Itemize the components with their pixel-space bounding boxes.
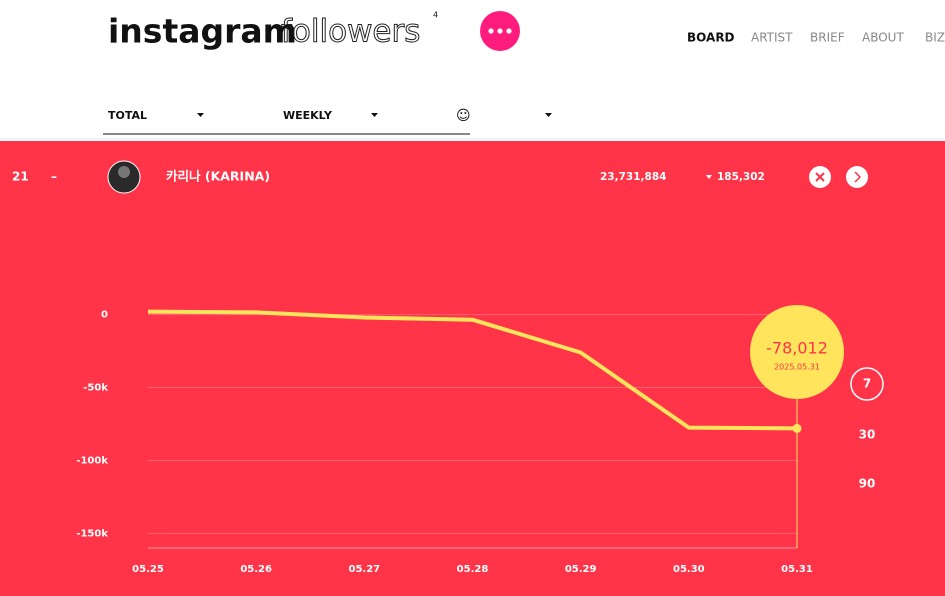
x-tick-label: 05.25 [132,564,164,575]
dropdown-arrow [197,113,204,117]
x-tick-label: 05.28 [457,564,489,575]
x-tick-label: 05.26 [240,564,272,575]
avatar-face [118,166,130,178]
next-icon [854,171,862,183]
x-tick-label: 05.31 [781,564,813,575]
delta: 185,302 [717,171,765,183]
range[interactable]: 7 [863,377,871,391]
nav-item[interactable]: BIZ [925,31,945,45]
rank-change: – [51,170,57,184]
next-button[interactable] [846,166,868,188]
rank: 21 [12,170,29,184]
range-button[interactable] [850,367,884,401]
x-tick-label: 05.27 [349,564,381,575]
tooltip-value: -78,012 [766,339,828,358]
range[interactable]: 90 [859,477,876,491]
tooltip-date: 2025.05.31 [774,363,820,372]
line [147,309,798,431]
artist-name[interactable]: 카리나 (KARINA) [166,169,270,184]
brand-suffix: followers [281,14,420,50]
nav-item[interactable]: BOARD [687,31,735,45]
dropdown-arrow [371,113,378,117]
y-tick-label: -100k [76,455,108,466]
delta-arrow [706,175,712,179]
brand: instagram [108,12,297,51]
nav-item[interactable]: BRIEF [810,31,845,45]
x-tick-label: 05.30 [673,564,705,575]
followers: 23,731,884 [600,171,666,183]
y-tick-label: -150k [76,528,108,539]
y-tick-label: 0 [101,310,108,321]
menu-dots [488,28,512,34]
tooltip-bubble [750,305,844,399]
badge: 4 [433,11,438,20]
close-icon [815,172,825,182]
filter[interactable]: ☺ [456,108,471,124]
filter[interactable]: TOTAL [108,109,147,122]
x-tick-label: 05.29 [565,564,597,575]
nav-item[interactable]: ABOUT [862,31,904,45]
range[interactable]: 30 [859,428,876,442]
dropdown-arrow [545,113,552,117]
point [792,423,802,433]
y-tick-label: -50k [83,383,108,394]
nav-item[interactable]: ARTIST [751,31,793,45]
filter[interactable]: WEEKLY [283,109,333,122]
